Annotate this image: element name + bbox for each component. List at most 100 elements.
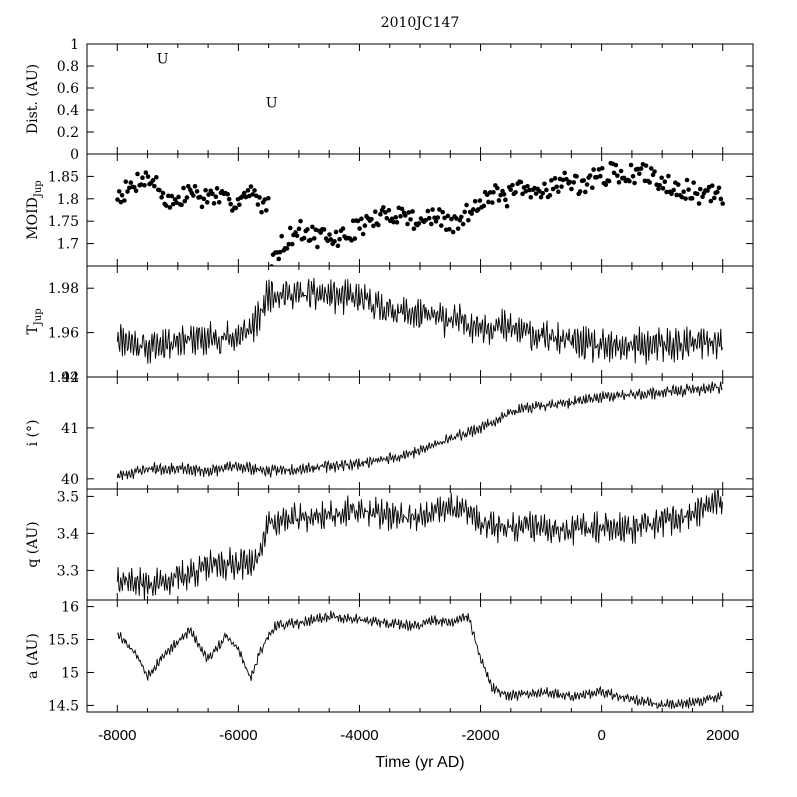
data-point	[359, 216, 364, 222]
plot-area	[116, 610, 723, 710]
y-tick-label: 42	[61, 370, 79, 386]
data-point	[423, 217, 428, 223]
data-point	[369, 216, 374, 222]
data-point	[630, 173, 636, 179]
data-point	[169, 193, 175, 199]
data-point	[542, 181, 547, 187]
data-point	[305, 227, 310, 232]
data-point	[689, 196, 695, 201]
data-point	[160, 190, 166, 196]
data-point	[182, 198, 188, 204]
data-point	[118, 199, 124, 205]
figure-title: 2010JC147	[381, 15, 460, 31]
y-tick-label: 0.8	[57, 59, 79, 75]
data-point	[259, 209, 264, 215]
data-point	[263, 208, 269, 213]
data-point	[691, 180, 696, 185]
data-point	[440, 209, 445, 215]
data-point	[245, 188, 251, 193]
data-point	[528, 194, 534, 200]
data-point	[352, 236, 358, 241]
data-point	[176, 194, 181, 200]
data-point	[277, 249, 283, 255]
data-point	[603, 182, 609, 188]
data-point	[508, 187, 513, 193]
y-tick-label: 15	[61, 665, 79, 681]
data-point	[211, 201, 217, 206]
y-tick-label: 0.4	[57, 103, 79, 119]
data-point	[152, 183, 157, 189]
data-point	[287, 225, 293, 231]
data-point	[496, 198, 502, 203]
data-point	[587, 173, 593, 178]
data-point	[286, 241, 292, 247]
data-point	[518, 179, 524, 185]
data-point	[437, 207, 442, 212]
data-point	[666, 173, 671, 179]
data-point	[308, 237, 313, 243]
data-point	[527, 187, 532, 193]
data-point	[589, 185, 595, 190]
y-tick-label: 1.85	[48, 169, 79, 185]
plot-area	[116, 381, 723, 480]
data-point	[454, 216, 459, 221]
data-point	[628, 162, 634, 168]
plot-area: UU	[157, 51, 278, 111]
data-point	[523, 188, 529, 194]
data-point	[262, 197, 268, 202]
data-point	[611, 170, 617, 176]
y-tick-label: 40	[61, 472, 79, 488]
data-point	[425, 208, 431, 214]
data-point	[705, 188, 710, 193]
data-point	[269, 264, 274, 266]
data-point	[552, 176, 558, 181]
data-point	[381, 205, 386, 210]
data-point	[170, 201, 176, 207]
data-point	[206, 192, 211, 197]
data-point	[681, 189, 686, 195]
data-point	[584, 182, 590, 187]
data-point	[477, 198, 483, 203]
data-point	[233, 205, 239, 211]
data-point	[340, 226, 346, 231]
data-point	[362, 223, 368, 228]
x-tick-label: -8000	[98, 727, 136, 744]
panel-semimajor-axis: 14.5 15 15.5 16 a (AU)	[25, 599, 754, 714]
plot-area	[116, 489, 723, 600]
data-point	[181, 185, 186, 191]
data-point	[289, 241, 295, 247]
data-point	[462, 209, 468, 215]
data-point	[405, 221, 410, 227]
data-point	[430, 207, 435, 212]
data-point	[159, 195, 164, 200]
data-point	[426, 215, 432, 221]
data-point	[618, 168, 624, 174]
data-point	[615, 173, 620, 178]
data-point	[533, 191, 539, 196]
data-point	[257, 195, 262, 200]
data-point	[460, 221, 466, 227]
data-point	[408, 217, 413, 222]
data-point	[564, 176, 569, 182]
data-point	[184, 195, 190, 200]
data-point	[560, 177, 566, 183]
data-point	[284, 246, 290, 251]
data-point	[627, 178, 632, 184]
data-point	[403, 213, 408, 218]
data-point	[708, 198, 714, 204]
series-line	[116, 381, 723, 480]
data-point	[571, 180, 577, 185]
data-point	[709, 183, 715, 188]
data-point	[192, 184, 198, 189]
encounter-marker: U	[157, 51, 169, 67]
data-point	[550, 186, 556, 192]
data-point	[697, 186, 703, 192]
data-point	[671, 187, 676, 193]
data-point	[450, 229, 456, 235]
data-point	[128, 180, 134, 185]
data-point	[294, 233, 300, 239]
y-tick-label: 3.4	[57, 526, 79, 542]
data-point	[684, 177, 690, 183]
